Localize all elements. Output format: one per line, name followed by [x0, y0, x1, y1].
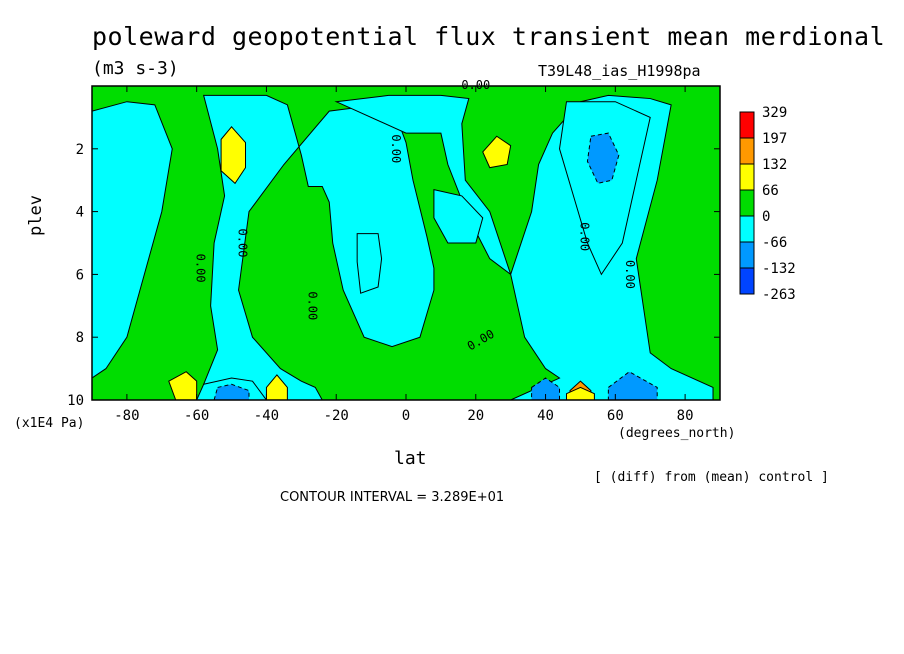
x-tick-label: -20	[324, 408, 349, 424]
region-yellow-sh-50	[220, 126, 247, 185]
contour-label: 0.00	[236, 229, 250, 258]
region-yellow-nh-25	[482, 135, 512, 169]
contour-label: 0.00	[305, 291, 319, 320]
colorbar-level-label: 197	[762, 131, 787, 147]
region-yellow-nh-low	[565, 386, 595, 400]
colorbar-level-label: 66	[762, 183, 779, 199]
x-tick-label: 20	[467, 408, 484, 424]
region-cyan-tropic-inner	[356, 233, 383, 294]
contour-label: 0.00	[623, 260, 637, 289]
x-axis-label: lat	[394, 448, 427, 469]
x-tick-label: 40	[537, 408, 554, 424]
colorbar-level-label: -263	[762, 287, 796, 303]
colorbar-swatch	[739, 189, 755, 217]
y-axis-unit: (x1E4 Pa)	[14, 416, 85, 431]
contour-label: 0.00	[577, 222, 591, 251]
colorbar-level-label: -132	[762, 261, 796, 277]
region-cyan-nh-mid2	[433, 188, 484, 244]
y-tick-label: 10	[67, 393, 84, 409]
contour-interval: CONTOUR INTERVAL = 3.289E+01	[280, 490, 505, 505]
region-yellow-sh-low1	[168, 371, 198, 400]
region-blue-sh-low1	[213, 383, 250, 400]
colorbar-swatch	[739, 241, 755, 269]
x-tick-label: -40	[254, 408, 279, 424]
x-tick-label: 80	[677, 408, 694, 424]
x-axis-unit: (degrees_north)	[618, 426, 736, 441]
contour-label: 0.00	[461, 78, 490, 92]
x-tick-label: 0	[402, 408, 410, 424]
colorbar-swatch	[739, 267, 755, 295]
region-cyan-sh-polar	[92, 101, 173, 379]
y-tick-label: 6	[76, 267, 84, 283]
colorbar-level-label: -66	[762, 235, 787, 251]
colorbar-swatch	[739, 111, 755, 139]
colorbar-swatch	[739, 215, 755, 243]
y-tick-label: 2	[76, 142, 84, 158]
region-blue-nh-60	[586, 132, 620, 184]
region-blue-nh-low1	[531, 377, 561, 400]
y-tick-label: 8	[76, 330, 84, 346]
contour-label: 0.00	[389, 134, 403, 163]
colorbar-level-label: 0	[762, 209, 770, 225]
region-cyan-nh-60	[559, 101, 651, 276]
chart-units: (m3 s-3)	[92, 58, 179, 79]
diff-note: [ (diff) from (mean) control ]	[594, 470, 829, 485]
x-tick-label: -80	[114, 408, 139, 424]
colorbar-level-label: 132	[762, 157, 787, 173]
region-blue-nh-low2	[607, 371, 658, 400]
chart-title: poleward geopotential flux transient mea…	[92, 22, 886, 51]
run-label: T39L48_ias_H1998pa	[538, 62, 701, 80]
colorbar-swatch	[739, 163, 755, 191]
contour-label: 0.00	[194, 254, 208, 283]
x-tick-label: -60	[184, 408, 209, 424]
colorbar-level-label: 329	[762, 105, 787, 121]
x-tick-label: 60	[607, 408, 624, 424]
contour-regions	[92, 94, 714, 400]
colorbar-swatch	[739, 137, 755, 165]
y-tick-label: 4	[76, 205, 84, 221]
